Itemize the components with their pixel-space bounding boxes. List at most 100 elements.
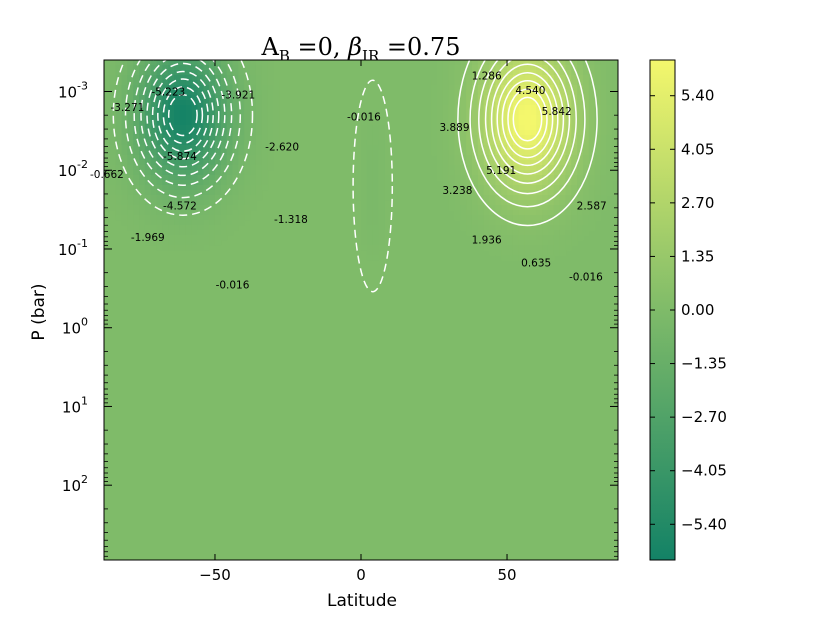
field-cell: [232, 190, 239, 196]
field-cell: [156, 120, 164, 126]
field-cell: [600, 110, 607, 116]
field-cell: [144, 90, 152, 96]
field-cell: [536, 170, 543, 176]
field-cell: [162, 145, 169, 151]
field-cell: [127, 190, 134, 196]
field-cell: [267, 135, 274, 141]
field-cell: [109, 200, 117, 206]
field-cell: [571, 200, 578, 206]
field-cell: [466, 230, 473, 236]
field-cell: [366, 170, 374, 176]
field-cell: [577, 105, 584, 111]
field-cell: [378, 150, 385, 156]
field-cell: [536, 175, 543, 181]
contour-label: 1.286: [472, 71, 502, 83]
field-cell: [273, 95, 280, 101]
field-cell: [600, 160, 607, 166]
field-cell: [104, 185, 111, 191]
field-cell: [442, 90, 450, 96]
field-cell: [197, 65, 204, 71]
field-cell: [559, 85, 567, 91]
field-cell: [361, 175, 368, 181]
field-cell: [203, 130, 210, 136]
field-cell: [133, 135, 140, 141]
field-cell: [220, 175, 228, 181]
field-cell: [507, 210, 514, 216]
field-cell: [214, 205, 222, 211]
field-cell: [133, 100, 140, 106]
field-cell: [150, 140, 158, 146]
field-cell: [127, 160, 134, 166]
field-cell: [185, 90, 193, 96]
field-cell: [547, 150, 555, 156]
field-cell: [226, 75, 234, 81]
field-cell: [255, 100, 263, 106]
field-cell: [471, 205, 479, 211]
field-cell: [150, 115, 158, 121]
field-cell: [384, 190, 391, 196]
field-cell: [267, 165, 274, 171]
field-cell: [162, 70, 169, 76]
field-cell: [612, 165, 618, 171]
field-cell: [267, 90, 274, 96]
field-cell: [471, 105, 479, 111]
field-cell: [553, 65, 561, 71]
field-cell: [536, 100, 543, 106]
field-cell: [565, 220, 572, 226]
field-cell: [466, 85, 473, 91]
field-cell: [524, 150, 531, 156]
field-cell: [518, 240, 526, 246]
field-cell: [355, 180, 362, 186]
field-cell: [214, 230, 222, 236]
field-cell: [612, 80, 618, 86]
field-cell: [115, 100, 123, 106]
field-cell: [501, 90, 508, 96]
field-cell: [150, 100, 158, 106]
field-cell: [553, 225, 561, 231]
field-cell: [495, 115, 502, 121]
field-cell: [477, 200, 485, 206]
field-cell: [197, 145, 204, 151]
field-cell: [489, 180, 496, 186]
field-cell: [261, 95, 269, 101]
field-cell: [507, 125, 514, 131]
field-cell: [174, 135, 181, 141]
field-cell: [127, 165, 134, 171]
field-cell: [232, 125, 239, 131]
field-cell: [372, 225, 380, 231]
field-cell: [133, 215, 140, 221]
field-cell: [150, 235, 158, 241]
field-cell: [483, 220, 491, 226]
field-cell: [127, 210, 134, 216]
field-cell: [156, 185, 164, 191]
field-cell: [168, 90, 175, 96]
northern-cell-contour: [490, 63, 565, 175]
field-cell: [267, 160, 274, 166]
field-cell: [250, 150, 257, 156]
field-cell: [594, 175, 602, 181]
field-cell: [139, 70, 146, 76]
field-cell: [483, 200, 491, 206]
field-cell: [179, 185, 187, 191]
field-cell: [594, 80, 602, 86]
field-cell: [250, 115, 257, 121]
field-cell: [606, 60, 613, 66]
field-cell: [466, 190, 473, 196]
field-cell: [483, 65, 491, 71]
field-cell: [361, 205, 368, 211]
field-cell: [582, 100, 590, 106]
field-cell: [162, 75, 169, 81]
field-cell: [518, 75, 526, 81]
field-cell: [448, 155, 456, 161]
field-cell: [156, 195, 164, 201]
field-cell: [565, 235, 572, 241]
field-cell: [524, 125, 531, 131]
field-cell: [238, 85, 245, 91]
field-cell: [361, 125, 368, 131]
field-cell: [261, 75, 269, 81]
field-cell: [203, 215, 210, 221]
field-cell: [512, 65, 520, 71]
field-cell: [471, 220, 479, 226]
field-cell: [536, 240, 543, 246]
southern-cell-contour: [112, 60, 254, 216]
